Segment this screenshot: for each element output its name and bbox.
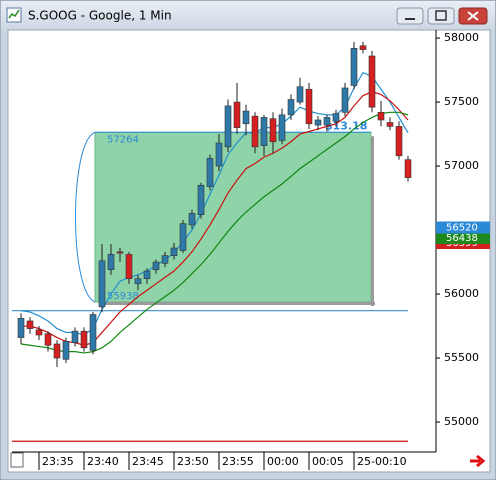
- scroll-box[interactable]: [10, 452, 24, 468]
- candle-body: [260, 117, 268, 146]
- candle-body: [278, 114, 286, 141]
- range-box-shadow: [99, 301, 375, 305]
- x-tick-label: 00:00: [267, 455, 299, 468]
- price-label: 56520: [446, 222, 478, 233]
- x-tick-label: 23:40: [87, 455, 119, 468]
- maximize-glyph: [435, 10, 447, 21]
- app-icon-glyph: [8, 9, 20, 19]
- candle-body: [17, 318, 25, 338]
- candle-body: [134, 278, 142, 285]
- candle-body: [62, 341, 70, 360]
- close-glyph: [467, 11, 479, 21]
- x-tick-label: 23:50: [177, 455, 209, 468]
- candle-body: [305, 88, 313, 125]
- range-top-label: 57264: [107, 134, 139, 145]
- range-arc: [75, 131, 96, 303]
- candle-body: [224, 105, 232, 148]
- candle-body: [296, 86, 304, 103]
- candle-body: [107, 254, 115, 271]
- y-tick-label: 57500: [444, 95, 479, 108]
- candle-body: [161, 255, 169, 264]
- y-tick-label: 57000: [444, 159, 479, 172]
- candle-body: [71, 330, 79, 343]
- candle-body: [53, 343, 61, 359]
- candle-body: [170, 247, 178, 256]
- candle-body: [152, 261, 160, 271]
- price-label-box: [436, 221, 490, 234]
- window-title: S.GOOG - Google, 1 Min: [28, 9, 172, 23]
- range-bottom-label: 55938: [107, 291, 139, 302]
- range-change-label: $13.18: [325, 119, 367, 132]
- candle-body: [350, 48, 358, 86]
- candle-body: [287, 99, 295, 116]
- candle-body: [179, 223, 187, 251]
- y-tick-label: 56000: [444, 287, 479, 300]
- scroll-right-arrow[interactable]: [470, 454, 486, 468]
- y-tick-label: 55000: [444, 415, 479, 428]
- candle-body: [197, 184, 205, 215]
- x-tick-label: 23:45: [132, 455, 164, 468]
- candle-body: [332, 113, 340, 122]
- y-tick-label: 55500: [444, 351, 479, 364]
- range-box-shadow: [371, 136, 374, 306]
- x-tick-label: 23:35: [42, 455, 74, 468]
- price-label-box: [436, 231, 490, 244]
- candle-body: [242, 110, 250, 125]
- price-label: 56438: [446, 233, 478, 244]
- candle-body: [26, 320, 34, 329]
- candle-body: [395, 126, 403, 157]
- candle-body: [125, 254, 133, 279]
- candle-body: [377, 112, 385, 121]
- candle-body: [323, 117, 331, 126]
- candle-body: [116, 251, 124, 254]
- candle-body: [386, 122, 394, 127]
- candle-body: [251, 115, 259, 148]
- candle-body: [269, 118, 277, 143]
- candle-body: [215, 142, 223, 167]
- y-tick-label: 58000: [444, 31, 479, 44]
- minimize-button[interactable]: [396, 7, 424, 25]
- x-tick-label: 23:55: [222, 455, 254, 468]
- candle-body: [143, 270, 151, 279]
- candle-body: [404, 159, 412, 178]
- candle-body: [341, 87, 349, 113]
- candle-body: [80, 330, 88, 349]
- candle-body: [35, 329, 43, 336]
- x-tick-label: 25-00:10: [357, 455, 407, 468]
- maximize-button[interactable]: [427, 7, 455, 25]
- candle-body: [44, 333, 52, 346]
- candle-body: [188, 213, 196, 226]
- candle-body: [89, 314, 97, 351]
- candle-body: [233, 101, 241, 128]
- candle-body: [368, 55, 376, 108]
- range-box: [94, 131, 372, 303]
- candle-body: [359, 45, 367, 50]
- moving-average: [20, 111, 409, 354]
- candle-body: [206, 158, 214, 187]
- candle-body: [314, 119, 322, 126]
- x-tick-label: 00:05: [312, 455, 344, 468]
- candle-body: [98, 260, 106, 308]
